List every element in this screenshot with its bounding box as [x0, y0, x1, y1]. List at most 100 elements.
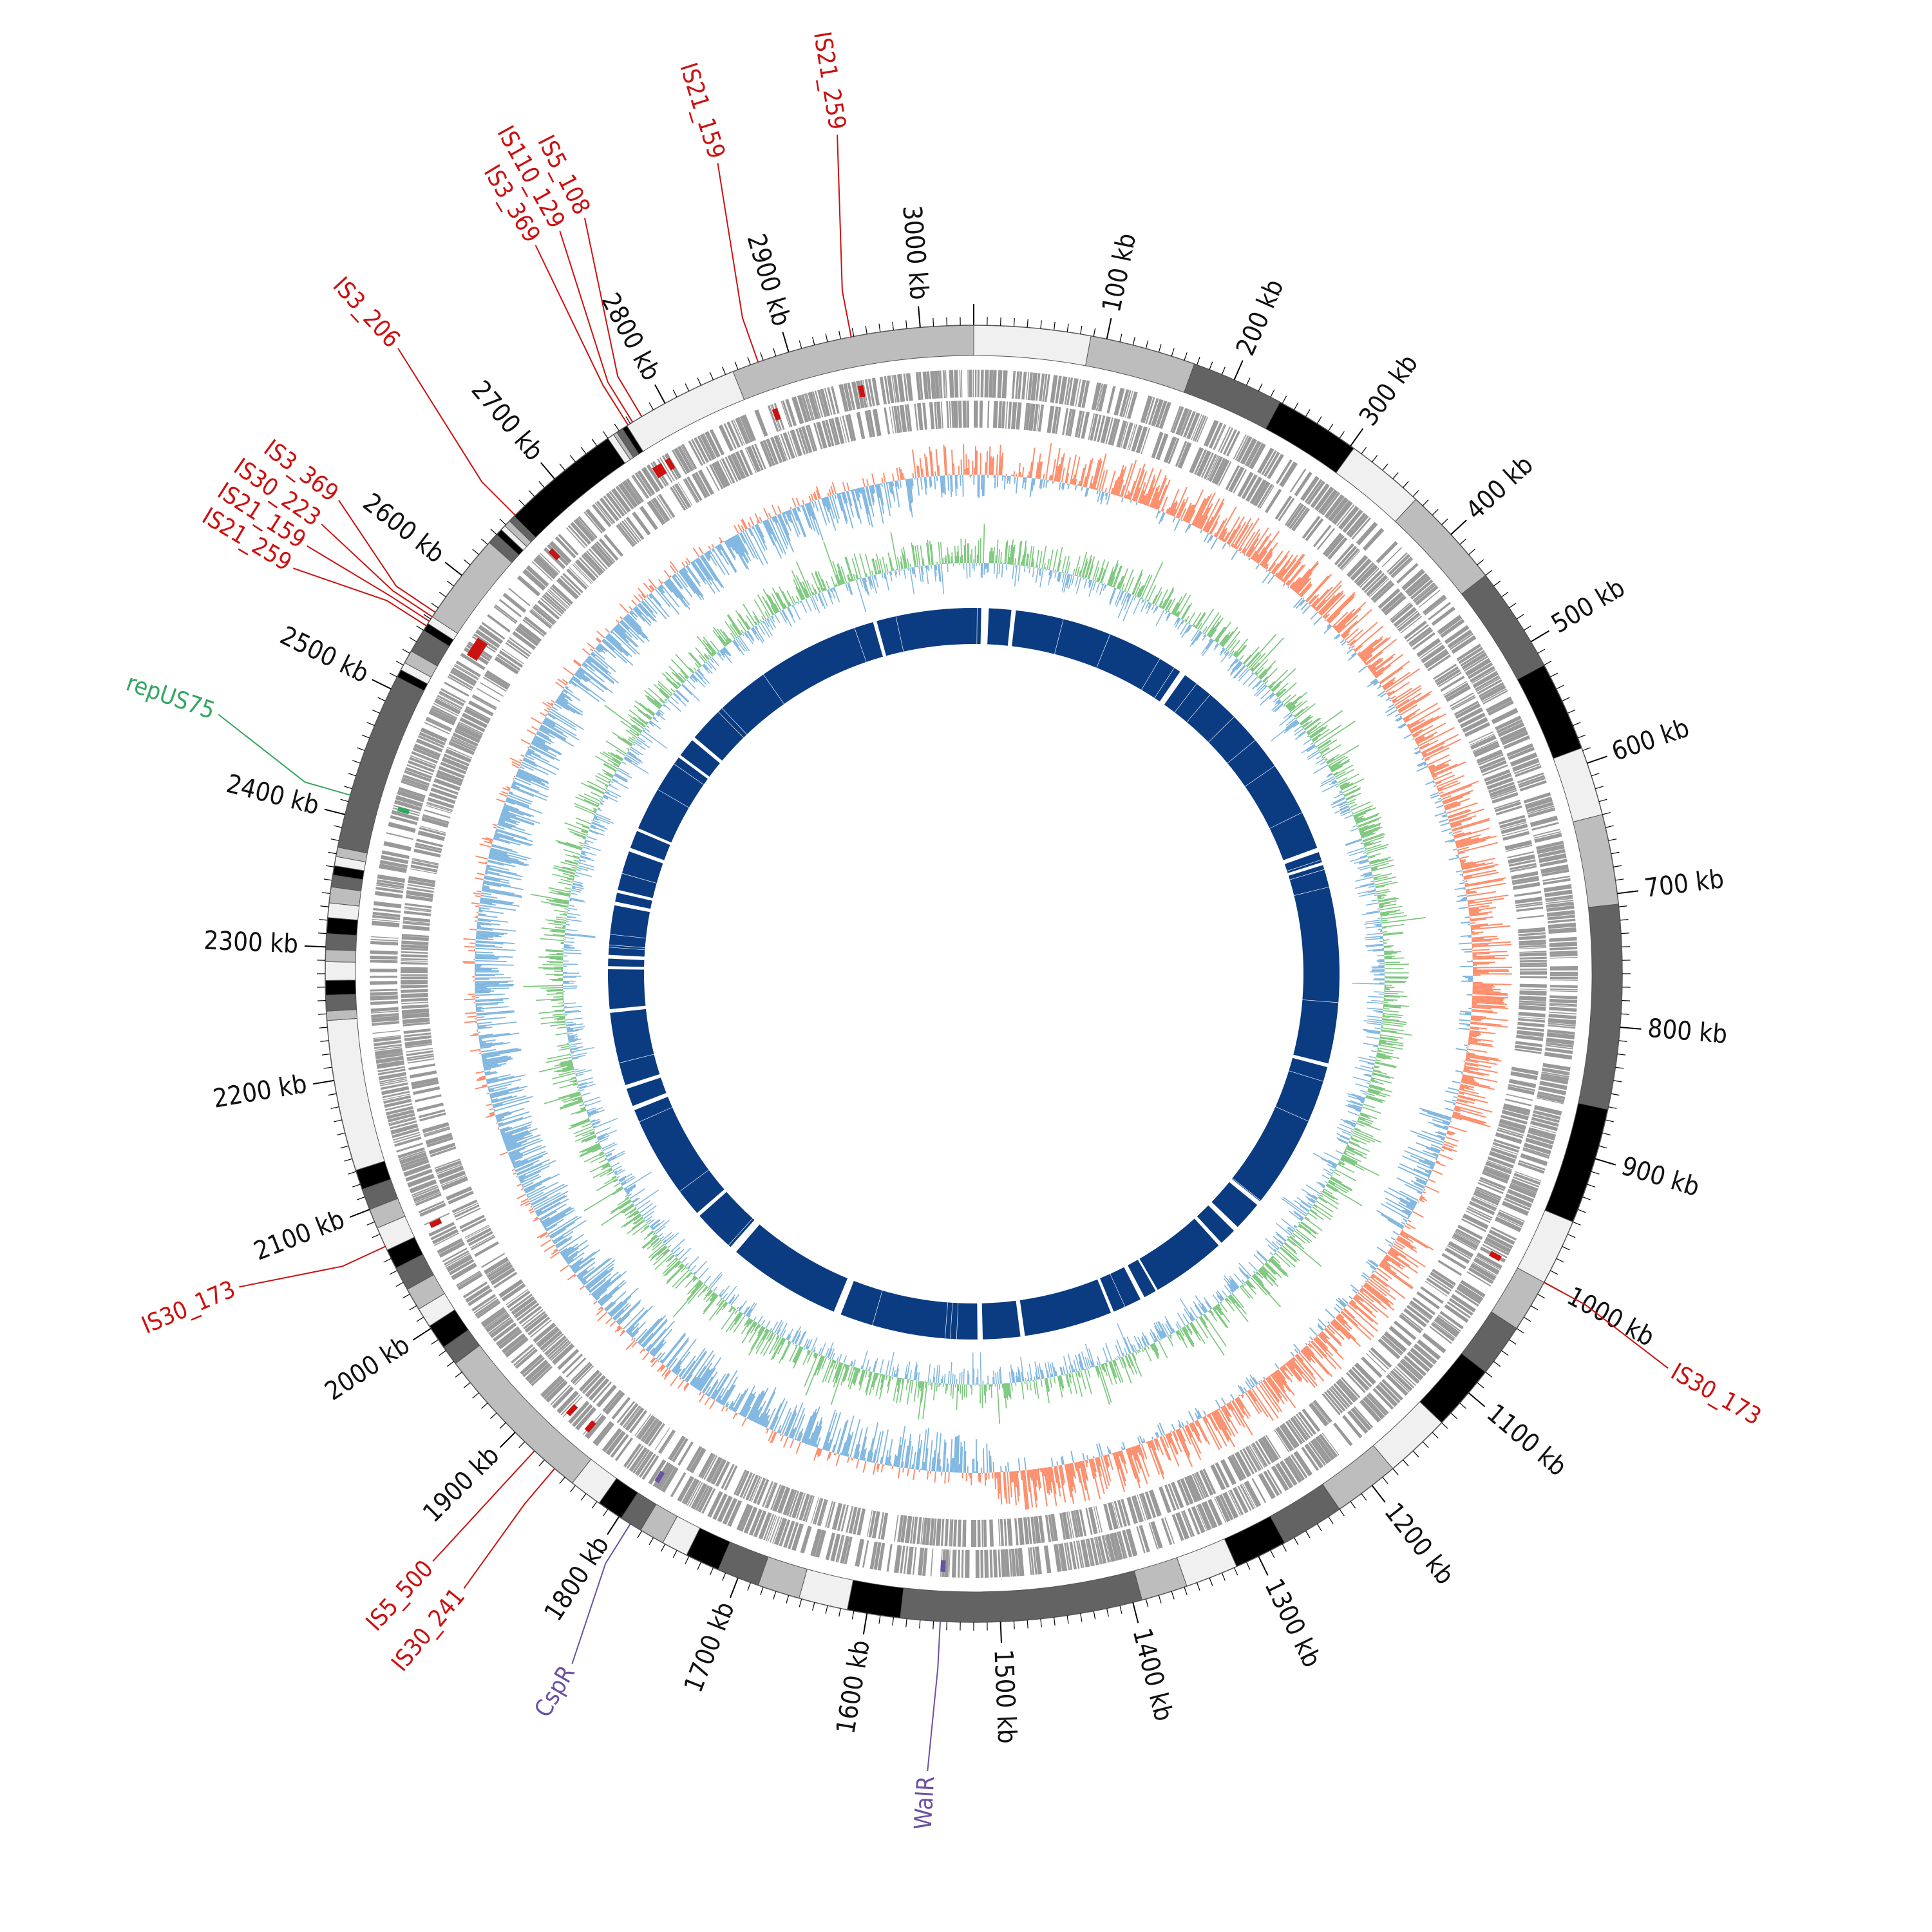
- gc-skew-bar: [807, 1438, 811, 1445]
- gc-content-bar: [1226, 630, 1241, 650]
- cds-block: [1077, 1540, 1084, 1568]
- gc-skew-bar: [809, 1421, 819, 1446]
- cds-block: [543, 594, 565, 614]
- gc-skew-bar: [1248, 1390, 1256, 1402]
- cds-block: [526, 565, 549, 587]
- gc-skew-bar: [475, 977, 511, 979]
- gc-skew-bar: [1363, 654, 1373, 663]
- major-tick: [304, 945, 326, 948]
- minor-tick: [330, 1106, 339, 1109]
- minor-tick: [1270, 389, 1275, 397]
- cds-block: [401, 980, 428, 985]
- cds-block: [896, 405, 902, 433]
- gc-skew-bar: [922, 1461, 925, 1471]
- gc-content-bar: [1074, 556, 1081, 576]
- gc-skew-bar: [1390, 1248, 1419, 1268]
- minor-tick: [580, 1493, 587, 1501]
- cds-block: [1201, 1502, 1215, 1529]
- cds-block: [1502, 1106, 1530, 1116]
- cds-block: [736, 1504, 752, 1531]
- cds-block: [835, 1535, 844, 1562]
- gc-skew-bar: [762, 521, 775, 546]
- gc-skew-bar: [1013, 471, 1015, 477]
- cds-block: [632, 474, 650, 498]
- gc-skew-bar: [475, 985, 514, 988]
- gc-skew-bar: [1371, 656, 1394, 674]
- cds-block: [1518, 1012, 1546, 1018]
- gc-skew-bar: [563, 667, 574, 676]
- cds-block: [436, 697, 462, 711]
- cds-block: [1515, 903, 1543, 909]
- gc-skew-bar: [1383, 671, 1411, 691]
- cds-block: [374, 901, 402, 909]
- gc-skew-bar: [807, 502, 820, 536]
- minor-tick: [1245, 377, 1251, 386]
- gc-skew-bar: [923, 477, 927, 495]
- gc-skew-bar: [842, 491, 854, 529]
- cds-block: [1458, 647, 1484, 665]
- gc-skew-bar: [1325, 1327, 1342, 1345]
- gc-content-bar: [1300, 716, 1311, 725]
- gc-skew-bar: [1363, 1285, 1395, 1311]
- cds-block: [1245, 477, 1263, 502]
- gc-skew-bar: [544, 708, 549, 713]
- gc-skew-bar: [706, 1393, 708, 1396]
- gc-skew-bar: [827, 496, 835, 519]
- gc-skew-bar: [1264, 564, 1269, 569]
- gc-skew-bar: [1327, 1321, 1331, 1324]
- cds-block: [1105, 1534, 1115, 1562]
- cds-block: [1537, 1093, 1565, 1101]
- gc-skew-bar: [907, 478, 913, 504]
- gc-skew-bar: [1348, 653, 1358, 661]
- gc-skew-bar: [671, 1338, 697, 1372]
- gc-skew-bar: [656, 1364, 664, 1372]
- gc-skew-bar: [766, 1428, 770, 1434]
- minor-tick: [1562, 1245, 1570, 1251]
- contig-segment: [1517, 665, 1582, 759]
- cds-block: [906, 1546, 914, 1575]
- gc-content-bar: [1285, 719, 1297, 728]
- minor-tick: [709, 1567, 714, 1576]
- gc-skew-bar: [1466, 1048, 1488, 1053]
- gc-skew-bar: [1376, 1246, 1388, 1255]
- cds-block: [1413, 1345, 1435, 1365]
- gc-skew-bar: [1472, 1003, 1477, 1005]
- gc-skew-bar: [1453, 1111, 1461, 1115]
- gc-skew-bar: [921, 1429, 927, 1470]
- gc-content-bar: [1121, 592, 1127, 605]
- gc-skew-bar: [645, 1343, 652, 1351]
- gc-skew-bar: [786, 511, 792, 523]
- cds-block: [498, 598, 522, 618]
- gc-skew-bar: [1388, 681, 1410, 697]
- gc-skew-bar: [488, 1083, 512, 1090]
- cds-block: [1351, 517, 1371, 540]
- cds-block: [672, 450, 687, 475]
- cds-block: [441, 757, 469, 772]
- minor-tick: [490, 1412, 497, 1419]
- gc-skew-bar: [1371, 1274, 1388, 1287]
- gc-skew-bar: [1326, 591, 1356, 621]
- gc-skew-bar: [1459, 882, 1465, 885]
- cds-block: [370, 981, 398, 985]
- cds-block: [1471, 1197, 1497, 1211]
- gc-skew-bar: [1370, 666, 1377, 672]
- minor-tick: [1516, 614, 1524, 620]
- cds-block: [697, 435, 712, 462]
- cds-block: [1097, 383, 1104, 411]
- cds-block: [1257, 448, 1274, 474]
- gc-skew-bar: [827, 492, 829, 497]
- gc-skew-bar: [927, 1470, 929, 1480]
- gc-skew-bar: [1222, 538, 1225, 542]
- gc-skew-bar: [1357, 651, 1361, 656]
- gc-skew-bar: [975, 1439, 978, 1473]
- minor-tick: [685, 383, 690, 392]
- gc-skew-bar: [511, 785, 547, 801]
- gc-skew-bar: [912, 449, 917, 478]
- kb-tick-label: 2800 kb: [595, 289, 666, 386]
- gc-skew-bar: [994, 1472, 997, 1489]
- gc-skew-bar: [1113, 477, 1120, 495]
- gc-content-bar: [996, 539, 999, 564]
- gc-skew-bar: [929, 1471, 932, 1473]
- minor-tick: [317, 933, 327, 934]
- gc-skew-bar: [838, 493, 848, 522]
